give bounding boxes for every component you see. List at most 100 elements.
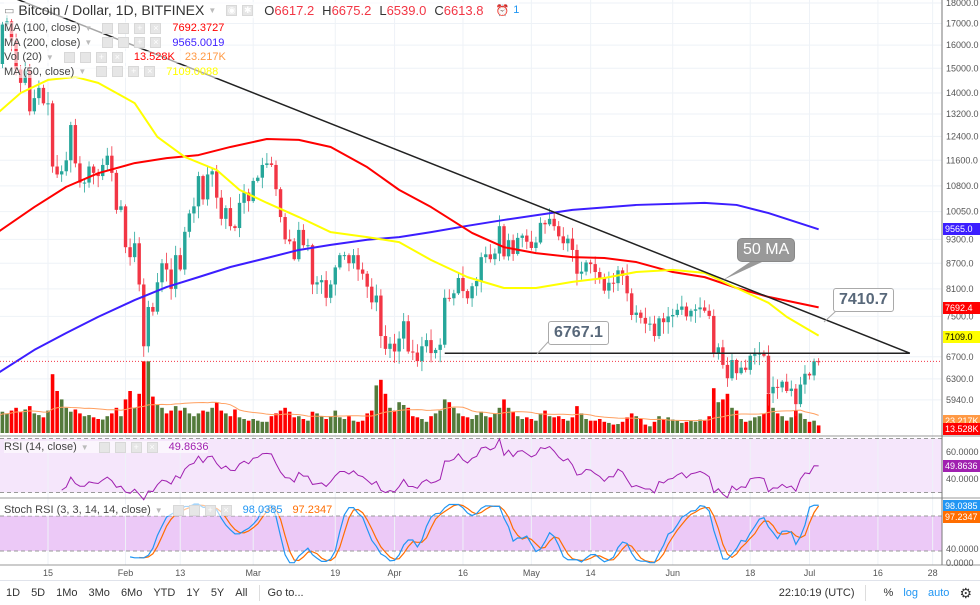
gear-icon[interactable]: ✱ [242, 4, 254, 16]
candle-body [256, 177, 260, 181]
close-icon[interactable]: × [144, 66, 156, 77]
rsi-name[interactable]: RSI (14, close) [4, 441, 77, 453]
indicator-name[interactable]: MA (200, close) [4, 36, 81, 49]
ma-note-callout[interactable]: 50 MA [737, 238, 796, 262]
chevron-down-icon[interactable]: ▼ [208, 5, 217, 15]
chevron-down-icon[interactable]: ▼ [154, 505, 163, 515]
candle-body [515, 237, 520, 254]
range-button[interactable]: YTD [153, 587, 176, 599]
chevron-down-icon[interactable]: ▼ [84, 23, 93, 33]
range-button[interactable]: 1D [6, 587, 21, 599]
candle-body [748, 355, 752, 370]
eye-icon[interactable] [102, 22, 114, 34]
gear-icon[interactable] [118, 22, 130, 34]
close-icon[interactable]: × [220, 504, 232, 516]
range-button[interactable]: 3Mo [88, 587, 110, 599]
price-tick-label: 17000.0 [946, 18, 979, 28]
range-button[interactable]: 5D [31, 587, 46, 599]
plus-icon[interactable]: + [134, 22, 146, 34]
plus-icon[interactable]: + [128, 66, 140, 77]
price-chart[interactable]: 18000.0 17000.0 16000.0 15000.0 14000.0 13200… [0, 0, 980, 580]
indicator-value: 9565.0019 [172, 36, 225, 49]
gear-icon[interactable] [118, 37, 130, 48]
volume-bar [333, 410, 338, 433]
volume-bar [652, 421, 657, 433]
chart-type-icon[interactable]: ▭ [4, 4, 15, 17]
candle-body [648, 323, 652, 325]
gear-icon[interactable] [112, 66, 124, 77]
stoch-name[interactable]: Stoch RSI (3, 3, 14, 14, close) [4, 504, 151, 516]
range-button[interactable]: 1Mo [56, 587, 78, 599]
price-tick-label: 8100.0 [946, 284, 974, 294]
candle-body [743, 367, 748, 370]
alarm-icon[interactable]: ⏰ [495, 4, 510, 17]
volume-bar [803, 419, 807, 433]
volume-bar [812, 420, 816, 433]
volume-bar [698, 419, 702, 433]
gear-icon[interactable] [188, 504, 200, 516]
candle-body [69, 125, 73, 161]
plus-icon[interactable]: + [95, 51, 107, 63]
candle-body [511, 240, 515, 254]
candle-body [278, 189, 283, 218]
volume-bar [488, 417, 493, 433]
stoch-d-marker: 97.2347 [943, 511, 980, 523]
clock[interactable]: 22:10:19 (UTC) [778, 587, 855, 599]
eye-icon[interactable]: ◉ [226, 4, 238, 16]
percent-toggle[interactable]: % [883, 587, 894, 599]
range-button[interactable]: 5Y [210, 587, 225, 599]
volume-bar [643, 424, 648, 433]
candle-body [488, 254, 493, 260]
goto-button[interactable]: Go to... [267, 587, 304, 599]
close-icon[interactable]: × [150, 22, 162, 34]
close-icon[interactable]: × [111, 51, 123, 63]
range-button[interactable]: All [235, 587, 248, 599]
chevron-down-icon[interactable]: ▼ [45, 52, 54, 62]
close-icon[interactable]: × [150, 37, 162, 48]
stoch-band [0, 516, 942, 551]
callout-pointer [723, 262, 762, 280]
volume-bar [629, 413, 634, 433]
plus-icon[interactable]: + [204, 504, 216, 516]
eye-icon[interactable] [172, 504, 184, 516]
candle-body [616, 270, 620, 284]
support-price-callout[interactable]: 6767.1 [548, 321, 609, 345]
log-toggle[interactable]: log [903, 587, 919, 599]
candle-body [237, 202, 242, 229]
indicator-legend: MA (200, close) ▼ + × 9565.0019 [4, 36, 225, 49]
indicator-name[interactable]: MA (100, close) [4, 22, 81, 34]
volume-bar [242, 419, 246, 433]
eye-icon[interactable] [63, 51, 75, 63]
eye-icon[interactable] [98, 441, 110, 453]
trendline-price-callout[interactable]: 7410.7 [833, 288, 894, 312]
settings-gear-icon[interactable]: ⚙ [959, 584, 972, 601]
range-button[interactable]: 6Mo [120, 587, 143, 599]
price-tick-label: 18000.0 [946, 0, 979, 8]
volume-bar [661, 419, 666, 433]
volume-bar [730, 407, 734, 433]
candle-body [59, 171, 64, 175]
price-marker: 13.528K [943, 423, 980, 435]
plus-icon[interactable]: + [130, 441, 142, 453]
volume-bar [128, 391, 132, 433]
volume-bar [766, 393, 771, 433]
gear-icon[interactable] [79, 51, 91, 63]
range-button[interactable]: 1Y [186, 587, 200, 599]
price-tick-label: 14000.0 [946, 88, 979, 98]
eye-icon[interactable] [96, 66, 108, 77]
plus-icon[interactable]: + [134, 37, 146, 48]
chevron-down-icon[interactable]: ▼ [84, 38, 93, 47]
candle-body [771, 386, 775, 394]
auto-toggle[interactable]: auto [928, 587, 950, 599]
indicator-name[interactable]: Vol (20) [4, 51, 42, 63]
chevron-down-icon[interactable]: ▼ [78, 67, 87, 76]
eye-icon[interactable] [102, 37, 114, 48]
chevron-down-icon[interactable]: ▼ [80, 442, 89, 452]
gear-icon[interactable] [114, 441, 126, 453]
candle-body [32, 98, 37, 112]
alert-count[interactable]: 1 [513, 4, 520, 16]
candle-body [251, 180, 255, 202]
indicator-name[interactable]: MA (50, close) [4, 65, 75, 78]
close-icon[interactable]: × [146, 441, 158, 453]
symbol-title[interactable]: Bitcoin / Dollar, 1D, BITFINEX [18, 2, 205, 18]
